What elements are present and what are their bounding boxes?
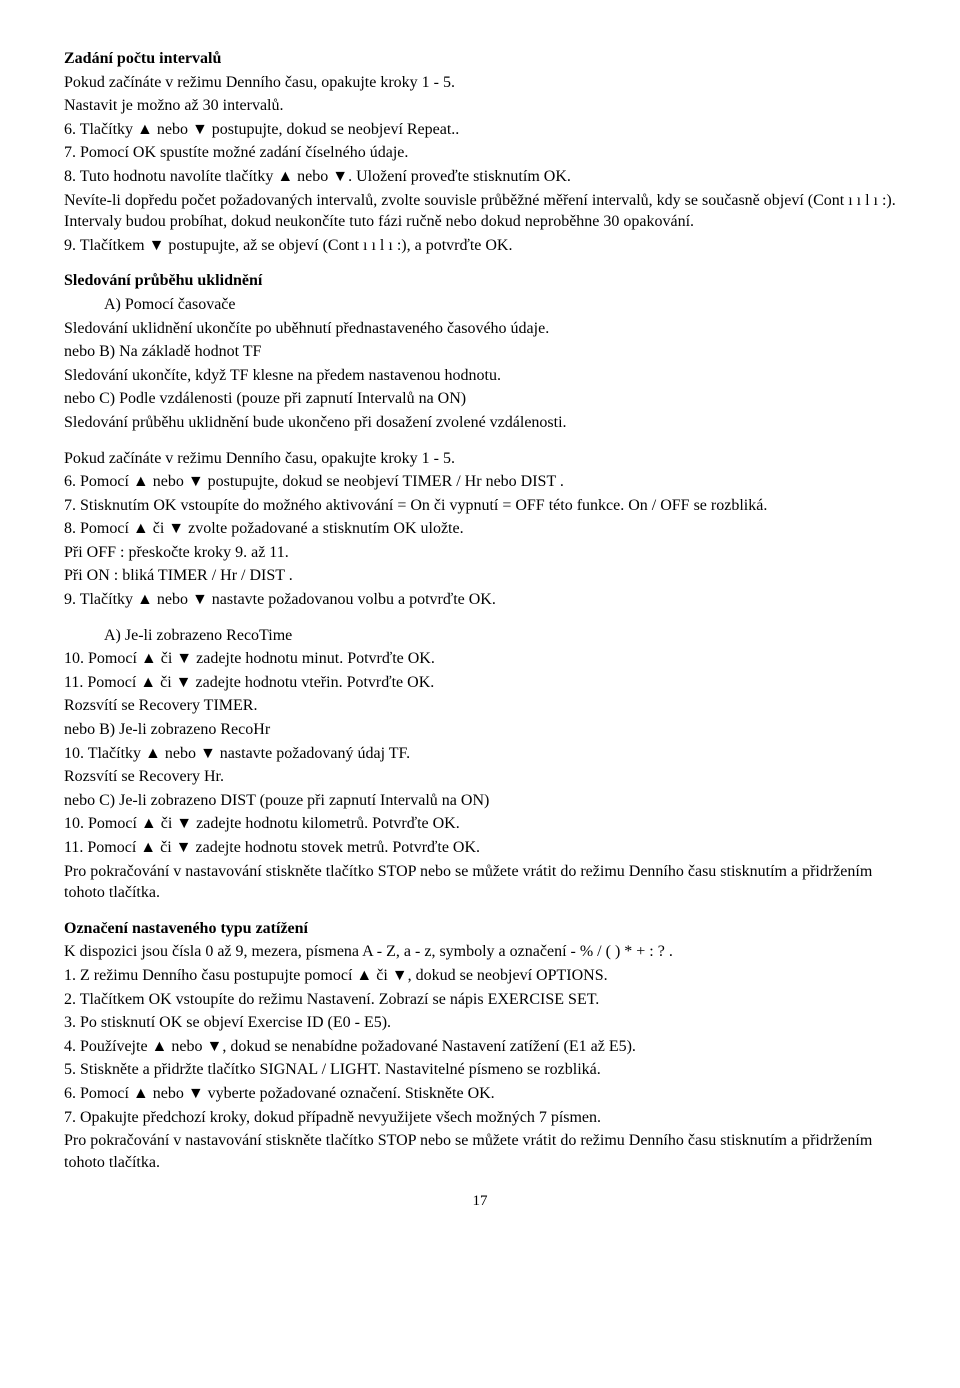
body-text: 11. Pomocí ▲ či ▼ zadejte hodnotu vteřin…: [64, 672, 896, 694]
body-text: Pokud začínáte v režimu Denního času, op…: [64, 448, 896, 470]
body-text: 10. Tlačítky ▲ nebo ▼ nastavte požadovan…: [64, 743, 896, 765]
body-text: Pro pokračování v nastavování stiskněte …: [64, 861, 896, 904]
body-text: 1. Z režimu Denního času postupujte pomo…: [64, 965, 896, 987]
body-text: K dispozici jsou čísla 0 až 9, mezera, p…: [64, 941, 896, 963]
option-label: nebo B) Je-li zobrazeno RecoHr: [64, 719, 896, 741]
body-text: Rozsvítí se Recovery Hr.: [64, 766, 896, 788]
section-title: Zadání počtu intervalů: [64, 48, 896, 70]
body-text: 6. Pomocí ▲ nebo ▼ vyberte požadované oz…: [64, 1083, 896, 1105]
body-text: 11. Pomocí ▲ či ▼ zadejte hodnotu stovek…: [64, 837, 896, 859]
body-text: 9. Tlačítkem ▼ postupujte, až se objeví …: [64, 235, 896, 257]
option-label: A) Je-li zobrazeno RecoTime: [64, 625, 896, 647]
body-text: 6. Tlačítky ▲ nebo ▼ postupujte, dokud s…: [64, 119, 896, 141]
body-text: 7. Pomocí OK spustíte možné zadání čísel…: [64, 142, 896, 164]
section-title: Sledování průběhu uklidnění: [64, 270, 896, 292]
body-text: 7. Stisknutím OK vstoupíte do možného ak…: [64, 495, 896, 517]
body-text: 7. Opakujte předchozí kroky, dokud přípa…: [64, 1107, 896, 1129]
body-text: 3. Po stisknutí OK se objeví Exercise ID…: [64, 1012, 896, 1034]
body-text: Nastavit je možno až 30 intervalů.: [64, 95, 896, 117]
page-number: 17: [64, 1191, 896, 1211]
body-text: Sledování ukončíte, když TF klesne na př…: [64, 365, 896, 387]
body-text: Pokud začínáte v režimu Denního času, op…: [64, 72, 896, 94]
body-text: 10. Pomocí ▲ či ▼ zadejte hodnotu kilome…: [64, 813, 896, 835]
option-label: nebo C) Podle vzdálenosti (pouze při zap…: [64, 388, 896, 410]
body-text: 4. Používejte ▲ nebo ▼, dokud se nenabíd…: [64, 1036, 896, 1058]
section-title: Označení nastaveného typu zatížení: [64, 918, 896, 940]
body-text: 2. Tlačítkem OK vstoupíte do režimu Nast…: [64, 989, 896, 1011]
body-text: 10. Pomocí ▲ či ▼ zadejte hodnotu minut.…: [64, 648, 896, 670]
body-text: 8. Tuto hodnotu navolíte tlačítky ▲ nebo…: [64, 166, 896, 188]
body-text: Pro pokračování v nastavování stiskněte …: [64, 1130, 896, 1173]
body-text: Rozsvítí se Recovery TIMER.: [64, 695, 896, 717]
option-label: nebo B) Na základě hodnot TF: [64, 341, 896, 363]
body-text: Sledování uklidnění ukončíte po uběhnutí…: [64, 318, 896, 340]
body-text: Nevíte-li dopředu počet požadovaných int…: [64, 190, 896, 233]
body-text: 5. Stiskněte a přidržte tlačítko SIGNAL …: [64, 1059, 896, 1081]
body-text: 9. Tlačítky ▲ nebo ▼ nastavte požadovano…: [64, 589, 896, 611]
body-text: Sledování průběhu uklidnění bude ukončen…: [64, 412, 896, 434]
body-text: Při OFF : přeskočte kroky 9. až 11.: [64, 542, 896, 564]
body-text: 8. Pomocí ▲ či ▼ zvolte požadované a sti…: [64, 518, 896, 540]
body-text: 6. Pomocí ▲ nebo ▼ postupujte, dokud se …: [64, 471, 896, 493]
option-label: A) Pomocí časovače: [64, 294, 896, 316]
option-label: nebo C) Je-li zobrazeno DIST (pouze při …: [64, 790, 896, 812]
body-text: Při ON : bliká TIMER / Hr / DIST .: [64, 565, 896, 587]
